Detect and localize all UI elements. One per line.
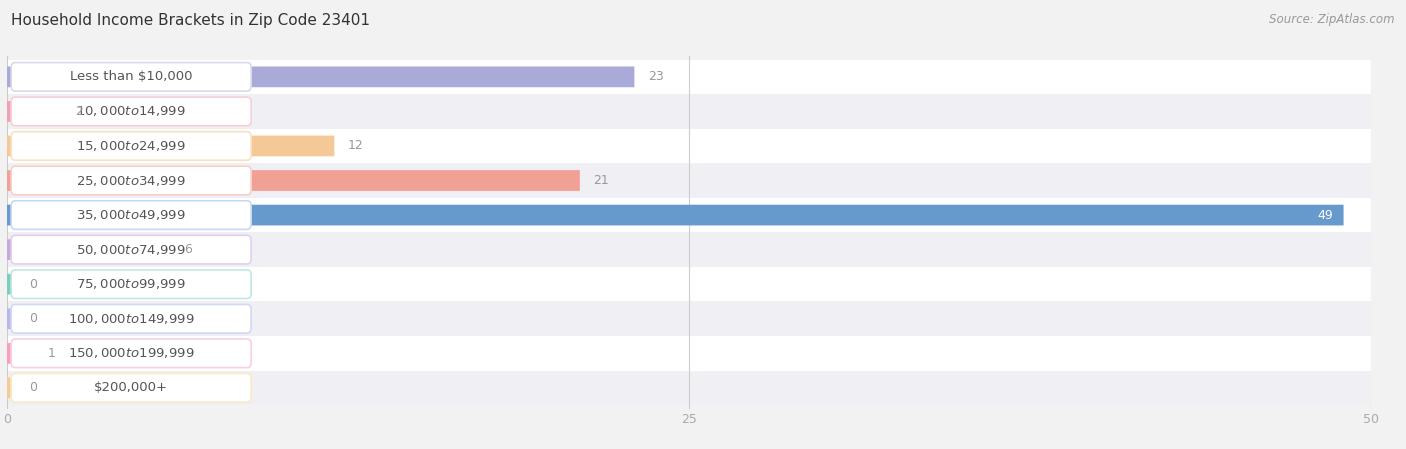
FancyBboxPatch shape [7,378,21,398]
Bar [7,129,1371,163]
Text: $50,000 to $74,999: $50,000 to $74,999 [76,242,186,257]
Bar [7,198,1371,232]
Text: Less than $10,000: Less than $10,000 [70,70,193,84]
Text: $75,000 to $99,999: $75,000 to $99,999 [76,277,186,291]
Text: Household Income Brackets in Zip Code 23401: Household Income Brackets in Zip Code 23… [11,13,370,28]
Text: $25,000 to $34,999: $25,000 to $34,999 [76,173,186,188]
Text: $200,000+: $200,000+ [94,381,169,394]
FancyBboxPatch shape [7,136,335,156]
FancyBboxPatch shape [7,274,21,295]
FancyBboxPatch shape [11,374,252,402]
Bar [7,267,1371,301]
Bar [7,232,1371,267]
FancyBboxPatch shape [7,101,62,122]
Bar [7,336,1371,370]
Text: 12: 12 [347,140,364,153]
Text: 6: 6 [184,243,193,256]
FancyBboxPatch shape [7,239,170,260]
FancyBboxPatch shape [11,166,252,195]
Bar [7,301,1371,336]
FancyBboxPatch shape [11,62,252,91]
Text: Source: ZipAtlas.com: Source: ZipAtlas.com [1270,13,1395,26]
FancyBboxPatch shape [7,343,34,364]
FancyBboxPatch shape [7,170,579,191]
FancyBboxPatch shape [11,270,252,299]
Bar [7,60,1371,94]
Text: 0: 0 [30,312,37,325]
FancyBboxPatch shape [11,132,252,160]
Text: $10,000 to $14,999: $10,000 to $14,999 [76,105,186,119]
Bar [7,94,1371,129]
FancyBboxPatch shape [7,308,21,329]
Text: 1: 1 [48,347,56,360]
Text: $100,000 to $149,999: $100,000 to $149,999 [67,312,194,326]
FancyBboxPatch shape [11,304,252,333]
FancyBboxPatch shape [7,205,1344,225]
Text: $15,000 to $24,999: $15,000 to $24,999 [76,139,186,153]
FancyBboxPatch shape [11,339,252,368]
FancyBboxPatch shape [11,97,252,126]
Text: 23: 23 [648,70,664,84]
Text: 0: 0 [30,277,37,291]
Text: 49: 49 [1317,209,1333,221]
FancyBboxPatch shape [11,235,252,264]
Text: 2: 2 [76,105,83,118]
Text: 0: 0 [30,381,37,394]
Bar [7,370,1371,405]
Text: 21: 21 [593,174,609,187]
FancyBboxPatch shape [11,201,252,229]
Text: $35,000 to $49,999: $35,000 to $49,999 [76,208,186,222]
Text: $150,000 to $199,999: $150,000 to $199,999 [67,346,194,360]
Bar [7,163,1371,198]
FancyBboxPatch shape [7,66,634,87]
